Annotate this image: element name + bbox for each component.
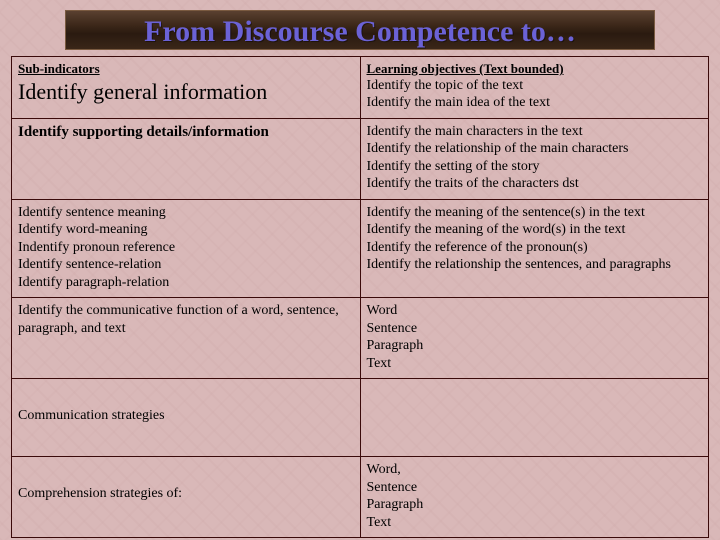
table-row: Communication strategies xyxy=(12,379,709,457)
cell-right: Identify the main characters in the text… xyxy=(360,118,709,199)
header-right: Learning objectives (Text bounded) xyxy=(367,61,703,77)
cell-text: Identify supporting details/information xyxy=(18,123,354,142)
cell-left: Identify the communicative function of a… xyxy=(12,298,361,379)
table-row: Sub-indicators Identify general informat… xyxy=(12,57,709,119)
cell-text: Identify the communicative function of a… xyxy=(18,302,354,337)
title-bar: From Discourse Competence to… xyxy=(0,0,720,56)
title-band: From Discourse Competence to… xyxy=(65,10,655,50)
cell-text: Identify sentence meaningIdentify word-m… xyxy=(18,204,354,292)
page-title: From Discourse Competence to… xyxy=(144,15,576,49)
cell-text: WordSentenceParagraphText xyxy=(367,302,703,372)
cell-right xyxy=(360,379,709,457)
cell-left: Sub-indicators Identify general informat… xyxy=(12,57,361,119)
table-row: Comprehension strategies of: Word,Senten… xyxy=(12,457,709,538)
cell-left: Identify sentence meaningIdentify word-m… xyxy=(12,199,361,298)
cell-text: Identify the topic of the textIdentify t… xyxy=(367,77,703,112)
cell-right: WordSentenceParagraphText xyxy=(360,298,709,379)
cell-right: Word,SentenceParagraphText xyxy=(360,457,709,538)
cell-text: Communication strategies xyxy=(18,383,354,425)
cell-text: Identify the meaning of the sentence(s) … xyxy=(367,204,703,274)
table-row: Identify sentence meaningIdentify word-m… xyxy=(12,199,709,298)
competence-table: Sub-indicators Identify general informat… xyxy=(11,56,709,538)
cell-text: Identify the main characters in the text… xyxy=(367,123,703,193)
cell-left: Communication strategies xyxy=(12,379,361,457)
table-row: Identify the communicative function of a… xyxy=(12,298,709,379)
cell-right: Identify the meaning of the sentence(s) … xyxy=(360,199,709,298)
header-left: Sub-indicators xyxy=(18,61,354,77)
cell-left: Identify supporting details/information xyxy=(12,118,361,199)
sub-large: Identify general information xyxy=(18,79,354,104)
table-row: Identify supporting details/information … xyxy=(12,118,709,199)
cell-right: Learning objectives (Text bounded) Ident… xyxy=(360,57,709,119)
cell-left: Comprehension strategies of: xyxy=(12,457,361,538)
cell-text: Word,SentenceParagraphText xyxy=(367,461,703,531)
cell-text: Comprehension strategies of: xyxy=(18,461,354,503)
